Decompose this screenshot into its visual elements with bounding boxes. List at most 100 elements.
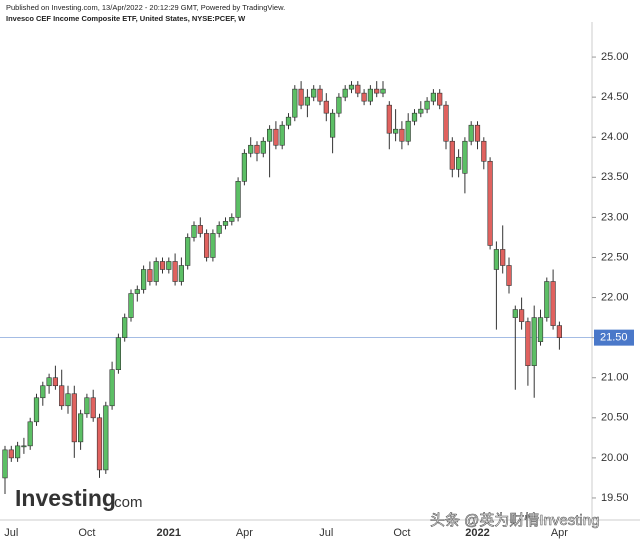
candle-body [115, 337, 121, 370]
candle-body [273, 128, 279, 146]
candle-body [8, 449, 14, 459]
candle-body [292, 88, 298, 118]
x-tick-label: Oct [393, 527, 410, 539]
candle-body [78, 413, 84, 443]
candle-body [141, 269, 147, 290]
candle-body [222, 221, 229, 226]
candle-body [348, 84, 355, 90]
last-price-label: 21.50 [600, 332, 628, 344]
candle-body [323, 100, 329, 114]
candle-body [229, 217, 235, 222]
candle-body [103, 405, 109, 471]
x-tick-label: 2021 [157, 527, 181, 539]
candle-body [367, 88, 374, 102]
candle-body [59, 385, 65, 407]
candle-body [380, 88, 386, 94]
candle-body [386, 104, 392, 134]
candle-body [266, 128, 273, 142]
candle-body [500, 249, 506, 266]
y-tick-label: 22.00 [601, 291, 629, 303]
candle-body [512, 309, 518, 318]
candle-body [317, 88, 323, 102]
candle-body [84, 397, 90, 415]
candle-body [122, 317, 128, 338]
y-tick-label: 20.50 [601, 412, 629, 424]
candle-body [109, 369, 115, 407]
candle-body [525, 321, 531, 366]
candle-body [185, 237, 191, 266]
candle-body [449, 140, 455, 170]
candle-body [411, 112, 418, 122]
x-tick-label: Oct [78, 527, 95, 539]
candle-body [15, 445, 21, 459]
watermark-brand: Investing [15, 485, 116, 511]
candle-body [279, 124, 285, 146]
candle-body [96, 417, 103, 471]
candle-body [392, 128, 399, 134]
y-tick-label: 24.00 [601, 131, 629, 143]
candle-body [430, 92, 437, 102]
candle-body [361, 92, 367, 102]
candle-body [493, 249, 500, 270]
candle-body [52, 377, 58, 387]
x-tick-label: Apr [236, 527, 253, 539]
candle-body [304, 96, 311, 106]
candle-body [506, 265, 512, 286]
instrument-title: Invesco CEF Income Composite ETF, United… [6, 14, 246, 23]
candle-body [544, 281, 550, 318]
y-tick-label: 20.00 [601, 452, 629, 464]
candle-body [65, 393, 71, 407]
candle-body [468, 124, 474, 142]
candle-body [550, 281, 556, 326]
x-tick-label: Jul [4, 527, 18, 539]
last-price-tag [594, 329, 634, 346]
candle-body [260, 140, 266, 154]
candle-body [159, 261, 166, 270]
candle-body [241, 152, 248, 182]
candle-body [518, 309, 525, 322]
watermark-suffix: .com [110, 494, 143, 511]
candle-body [336, 96, 342, 114]
y-tick-label: 25.00 [601, 51, 629, 63]
published-note: Published on Investing.com, 13/Apr/2022 … [6, 3, 285, 12]
candle-body [204, 233, 210, 258]
candle-body [399, 128, 405, 142]
candle-body [71, 393, 77, 443]
candle-body [172, 261, 178, 282]
candle-body [191, 225, 197, 238]
x-tick-label: Jul [319, 527, 333, 539]
source-watermark: 头条 @英为财情Investing [430, 511, 599, 529]
candle-body [556, 325, 562, 338]
candle-body [355, 84, 361, 94]
candle-body [210, 233, 216, 258]
candle-body [128, 293, 134, 318]
candle-body [311, 88, 317, 98]
candle-body [481, 140, 487, 162]
candle-body [342, 88, 348, 98]
candle-body [298, 88, 304, 106]
x-tick-label: 2022 [465, 527, 489, 539]
candle-body [418, 108, 424, 114]
candle-body [405, 120, 411, 142]
candle-body [374, 88, 380, 94]
candle-body [285, 116, 292, 126]
candle-body [437, 92, 443, 106]
y-tick-label: 22.50 [601, 251, 629, 263]
candle-body [134, 289, 140, 294]
candle-body [443, 104, 449, 142]
candle-body [21, 445, 27, 448]
candle-body [487, 160, 493, 246]
candle-body [33, 397, 40, 423]
candle-body [474, 124, 481, 142]
candle-body [153, 261, 159, 282]
candle-body [462, 140, 468, 174]
candle-body [166, 261, 172, 270]
y-tick-label: 21.00 [601, 372, 629, 384]
candle-body [455, 156, 462, 170]
candle-body [424, 100, 430, 110]
candle-body [531, 317, 537, 366]
candle-body [235, 181, 241, 218]
y-tick-label: 23.00 [601, 211, 629, 223]
